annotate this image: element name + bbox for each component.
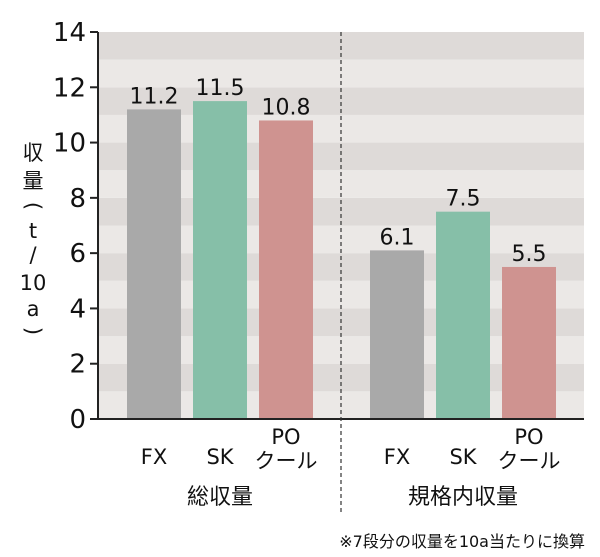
group-label: 規格内収量 xyxy=(408,485,518,510)
data-label: 11.2 xyxy=(130,84,179,109)
data-label: 11.5 xyxy=(196,76,245,101)
y-tick-label: 10 xyxy=(53,129,86,159)
category-label: FX xyxy=(384,445,410,469)
y-axis-label-char: 量 xyxy=(23,169,44,193)
bar xyxy=(370,250,424,419)
y-axis-label-char: a xyxy=(27,297,40,321)
y-tick-label: 12 xyxy=(53,73,86,103)
y-tick-labels: 0 2 4 6 8 10 12 14 xyxy=(53,18,86,435)
data-label: 5.5 xyxy=(512,242,547,267)
footnote: ※7段分の収量を10a当たりに換算 xyxy=(339,532,585,551)
data-label: 10.8 xyxy=(262,95,311,120)
y-axis-label-char: / xyxy=(29,243,37,267)
y-axis-label: 収量 ( t/ 10a) xyxy=(20,141,47,335)
y-tick-label: 4 xyxy=(69,294,86,324)
category-label: PO クール xyxy=(498,425,561,473)
bar xyxy=(436,212,490,419)
y-tick-label: 14 xyxy=(53,18,86,48)
y-axis-label-char: ( xyxy=(21,202,45,210)
y-axis-label-char: 収 xyxy=(23,141,44,165)
bar xyxy=(259,120,313,419)
data-label: 7.5 xyxy=(446,187,481,212)
group-labels: 総収量 規格内収量 xyxy=(187,485,518,510)
y-axis-label-char: t xyxy=(29,219,37,243)
y-tick-label: 8 xyxy=(69,184,86,214)
category-label: FX xyxy=(141,445,167,469)
y-tick-label: 2 xyxy=(69,350,86,380)
category-labels: FX SK PO クール FX SK PO クール xyxy=(141,425,561,473)
group-label: 総収量 xyxy=(187,485,253,510)
category-label: PO クール xyxy=(255,425,318,473)
bar xyxy=(193,101,247,419)
y-tick-label: 6 xyxy=(69,239,86,269)
data-label: 6.1 xyxy=(380,225,415,250)
y-axis-label-char: 10 xyxy=(20,271,47,295)
y-tick-label: 0 xyxy=(69,405,86,435)
bar xyxy=(127,109,181,419)
y-axis-label-char: ) xyxy=(21,327,45,335)
bar xyxy=(502,267,556,419)
category-label: SK xyxy=(449,445,477,469)
category-label: SK xyxy=(206,445,234,469)
